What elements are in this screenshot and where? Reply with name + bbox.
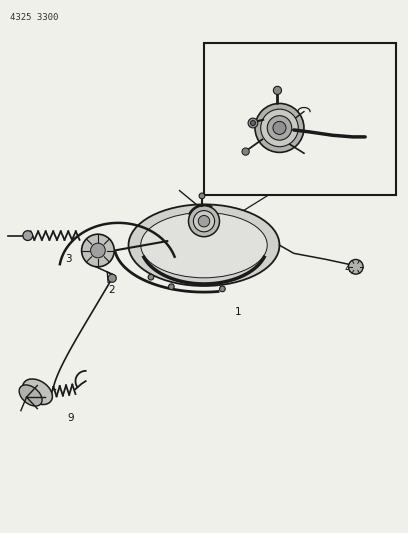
Ellipse shape [23, 231, 33, 240]
Ellipse shape [108, 274, 116, 282]
Ellipse shape [141, 213, 267, 278]
Text: 4325 3300: 4325 3300 [10, 13, 59, 22]
Ellipse shape [91, 243, 105, 258]
Text: 7: 7 [267, 67, 274, 77]
Text: 9: 9 [67, 414, 74, 423]
Ellipse shape [261, 109, 298, 147]
Ellipse shape [273, 86, 282, 94]
Ellipse shape [19, 385, 42, 406]
FancyBboxPatch shape [204, 43, 396, 195]
Ellipse shape [348, 260, 363, 274]
Text: 8: 8 [333, 158, 339, 167]
Ellipse shape [198, 215, 210, 227]
Ellipse shape [193, 211, 215, 232]
Ellipse shape [255, 103, 304, 152]
Text: 4: 4 [345, 264, 351, 274]
Ellipse shape [199, 193, 205, 199]
Ellipse shape [248, 118, 258, 128]
Ellipse shape [188, 206, 220, 237]
Ellipse shape [242, 148, 249, 155]
Ellipse shape [267, 116, 292, 140]
Text: 3: 3 [65, 254, 71, 263]
Ellipse shape [251, 120, 255, 125]
Ellipse shape [169, 284, 174, 289]
Text: 1: 1 [235, 307, 241, 317]
Ellipse shape [129, 204, 279, 286]
Ellipse shape [220, 286, 225, 292]
Ellipse shape [148, 274, 154, 280]
Text: 2: 2 [108, 286, 115, 295]
Text: 6: 6 [220, 136, 226, 146]
Text: 5: 5 [212, 163, 218, 173]
Ellipse shape [82, 234, 114, 267]
Ellipse shape [273, 122, 286, 134]
Ellipse shape [23, 379, 52, 405]
